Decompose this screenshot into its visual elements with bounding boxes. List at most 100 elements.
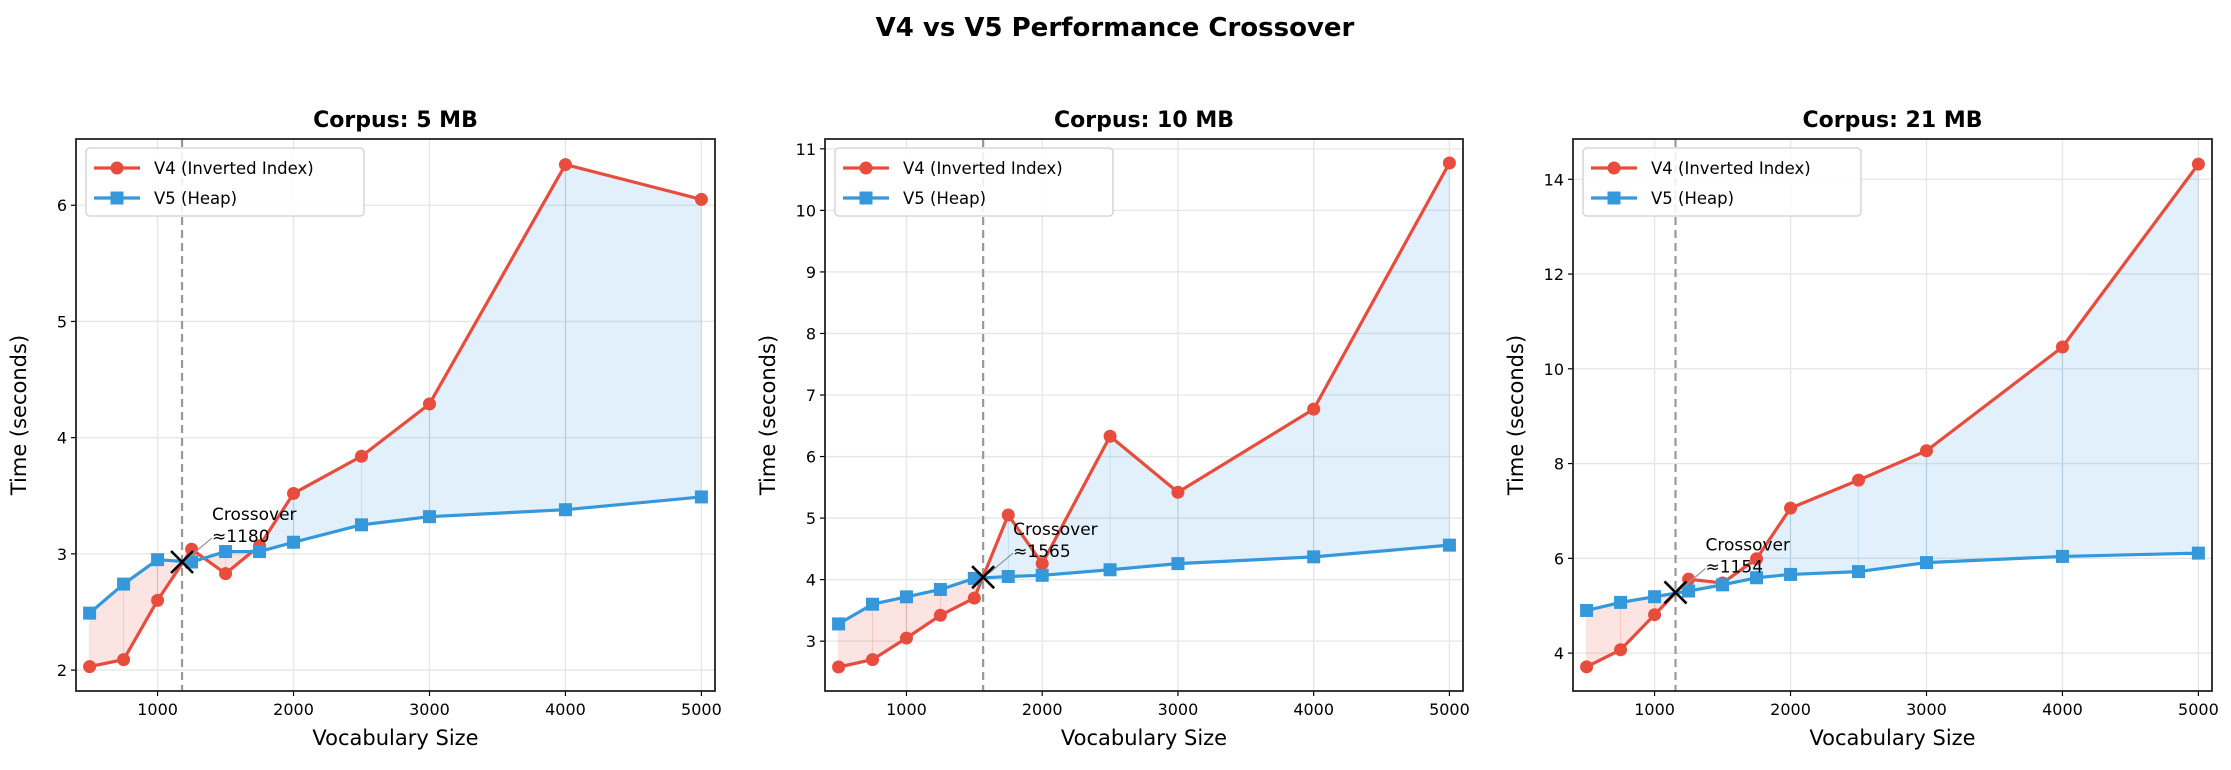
y-tick-label: 8 <box>806 324 816 343</box>
v5-data-point <box>2191 546 2205 560</box>
y-tick-label: 9 <box>806 263 816 282</box>
x-tick-label: 1000 <box>886 700 927 719</box>
subplot-3: 1000 2000 3000 4000 5000 4 6 8 10 12 14 Crossover≈1… <box>1504 108 2219 750</box>
x-tick-label: 5000 <box>1429 700 1470 719</box>
v5-data-point <box>1852 565 1866 579</box>
x-tick-label: 2000 <box>1770 700 1811 719</box>
crossover-value: ≈1154 <box>1706 557 1764 577</box>
legend-square-icon <box>859 191 873 205</box>
v5-data-point <box>558 503 572 517</box>
axes-frame <box>1572 138 2213 692</box>
figure-title: V4 vs V5 Performance Crossover <box>876 13 1355 43</box>
v4-data-point <box>151 593 165 607</box>
y-tick-label: 4 <box>57 429 67 448</box>
crossover-marker-icon <box>1663 580 1688 605</box>
v5-data-point <box>866 597 880 611</box>
crossover-value: ≈1565 <box>1013 542 1071 562</box>
legend-label: V4 (Inverted Index) <box>154 159 314 178</box>
v5-data-point <box>219 545 233 559</box>
v4-data-point <box>1784 501 1798 515</box>
v5-data-point <box>933 582 947 596</box>
v5-data-point <box>832 617 846 631</box>
v5-faster-region <box>1313 162 1450 558</box>
v5-faster-region <box>2062 163 2199 557</box>
v4-data-point <box>1001 508 1015 522</box>
legend-circle-icon <box>110 161 124 175</box>
v4-data-point <box>355 449 369 463</box>
v5-data-point <box>1716 578 1730 592</box>
y-tick-label: 10 <box>1544 360 1564 379</box>
v4-data-point <box>1614 643 1628 657</box>
series-group <box>832 156 1456 674</box>
crossover-marker-icon <box>971 565 996 590</box>
legend-label: V4 (Inverted Index) <box>903 159 1063 178</box>
v5-data-point <box>1001 570 1015 584</box>
v5-faster-region <box>429 163 566 517</box>
v4-data-point <box>2055 340 2069 354</box>
x-tick-label: 4000 <box>545 700 586 719</box>
y-axis-label: Time (seconds) <box>1504 335 1528 496</box>
legend-label: V5 (Heap) <box>1651 189 1734 208</box>
legend-box <box>85 147 365 217</box>
v4-data-point <box>422 397 436 411</box>
v4-data-point <box>83 660 97 674</box>
y-tick-label: 5 <box>57 312 67 331</box>
v4-data-point <box>219 567 233 581</box>
y-tick-label: 3 <box>806 632 816 651</box>
v4-data-point <box>1307 402 1321 416</box>
v4-data-point <box>899 631 913 645</box>
subplot-title: Corpus: 5 MB <box>313 108 478 133</box>
x-tick-label: 3000 <box>409 700 450 719</box>
v5-data-point <box>1648 590 1662 604</box>
v5-data-point <box>185 555 199 569</box>
legend: V4 (Inverted Index) V5 (Heap) <box>834 147 1114 217</box>
legend-square-icon <box>110 191 124 205</box>
v5-data-point <box>1750 571 1764 585</box>
v4-data-point <box>287 486 301 500</box>
x-tick-label: 1000 <box>137 700 178 719</box>
x-axis-label: Vocabulary Size <box>1809 726 1975 750</box>
y-tick-label: 4 <box>806 571 816 590</box>
v5-data-point <box>1035 568 1049 582</box>
x-tick-label: 2000 <box>273 700 314 719</box>
v4-data-point <box>832 660 846 674</box>
subplot-1: 1000 2000 3000 4000 5000 2 3 4 5 6 Crossover≈1180 V… <box>7 108 722 750</box>
v4-data-point <box>2191 157 2205 171</box>
v5-data-point <box>1580 603 1594 617</box>
legend-circle-icon <box>859 161 873 175</box>
v4-data-point <box>933 608 947 622</box>
v5-faster-region <box>361 403 430 526</box>
y-tick-label: 12 <box>1544 265 1564 284</box>
v5-data-point <box>287 535 301 549</box>
legend-circle-icon <box>1607 161 1621 175</box>
x-tick-label: 3000 <box>1906 700 1947 719</box>
subplot-title: Corpus: 10 MB <box>1054 108 1234 133</box>
crossover-label: Crossover <box>212 505 297 525</box>
v5-data-point <box>1442 538 1456 552</box>
v5-data-point <box>694 490 708 504</box>
axes-frame <box>824 138 1464 692</box>
y-tick-label: 14 <box>1544 170 1564 189</box>
x-tick-label: 2000 <box>1022 700 1063 719</box>
v5-data-point <box>422 510 436 524</box>
x-axis-label: Vocabulary Size <box>1061 726 1227 750</box>
legend-square-icon <box>1607 191 1621 205</box>
legend-label: V5 (Heap) <box>154 189 237 208</box>
x-tick-label: 4000 <box>2042 700 2083 719</box>
y-tick-label: 5 <box>806 509 816 528</box>
v5-faster-region <box>1177 408 1314 564</box>
v5-data-point <box>1784 567 1798 581</box>
x-tick-label: 1000 <box>1634 700 1675 719</box>
y-tick-label: 6 <box>57 196 67 215</box>
legend: V4 (Inverted Index) V5 (Heap) <box>1582 147 1862 217</box>
v5-data-point <box>2055 549 2069 563</box>
v5-data-point <box>899 590 913 604</box>
v5-faster-region <box>565 164 702 511</box>
series-group <box>83 158 708 674</box>
annotation-arrow <box>988 552 1014 574</box>
y-tick-label: 8 <box>1554 455 1564 474</box>
v5-faster-region <box>293 455 362 543</box>
v4-data-point <box>1442 156 1456 170</box>
v4-data-point <box>1103 429 1117 443</box>
